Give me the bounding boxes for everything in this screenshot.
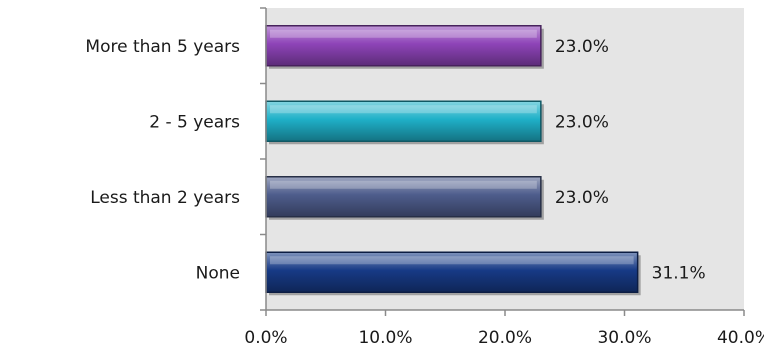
x-tick-label: 10.0% [358, 328, 412, 348]
bar-highlight [270, 29, 537, 38]
value-label: 31.1% [652, 263, 706, 283]
value-label: 23.0% [555, 112, 609, 132]
category-label: 2 - 5 years [149, 112, 240, 132]
value-label: 23.0% [555, 188, 609, 208]
category-label: None [196, 263, 240, 283]
value-label: 23.0% [555, 37, 609, 57]
bar-1 [265, 100, 542, 142]
bar-0 [265, 25, 542, 67]
bar-highlight [270, 256, 634, 265]
category-label: Less than 2 years [90, 188, 240, 208]
x-tick-label: 0.0% [244, 328, 287, 348]
x-tick-label: 40.0% [717, 328, 764, 348]
bar-highlight [270, 105, 537, 114]
bars-layer [265, 25, 641, 296]
labels-layer: More than 5 years 23.0% 2 - 5 years 23.0% Le… [85, 37, 764, 348]
bar-highlight [270, 180, 537, 189]
x-tick-label: 30.0% [597, 328, 651, 348]
axes-layer [260, 7, 745, 316]
bar-3 [265, 251, 639, 293]
x-tick-label: 20.0% [478, 328, 532, 348]
category-label: More than 5 years [85, 37, 240, 57]
